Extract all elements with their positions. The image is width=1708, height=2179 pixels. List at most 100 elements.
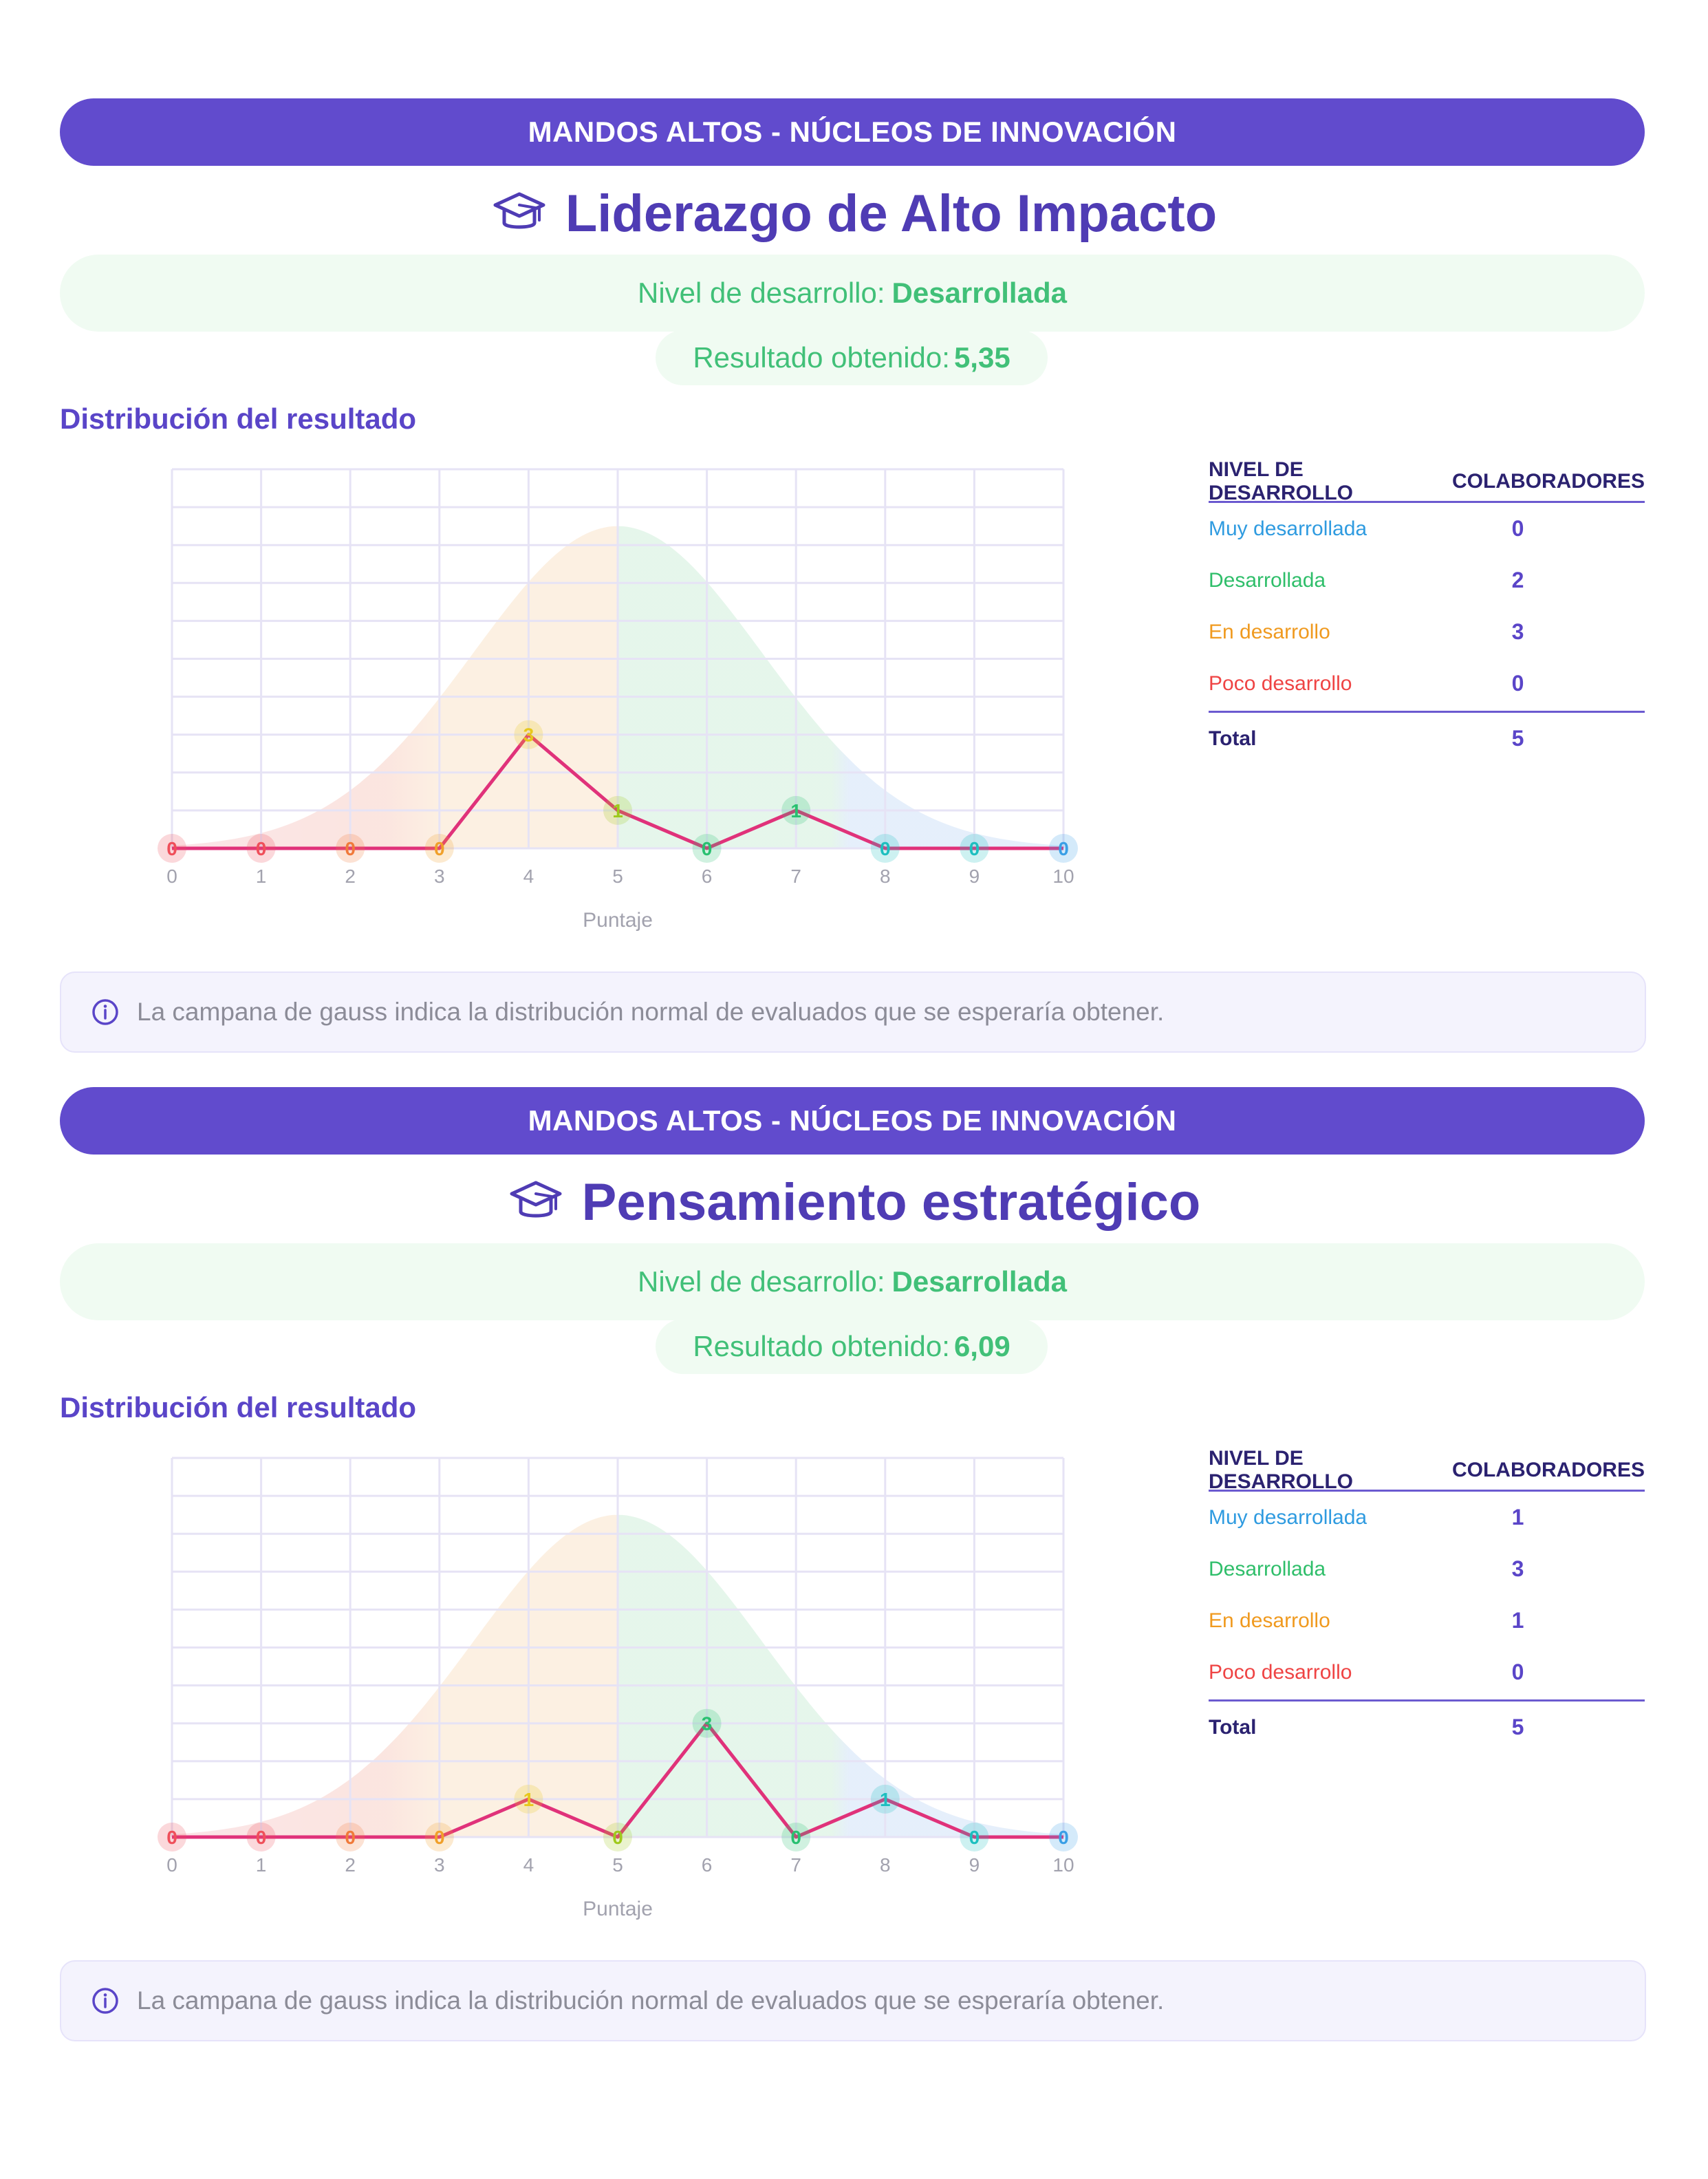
x-tick-label: 3 [434, 866, 445, 887]
table-row: En desarrollo 1 [1209, 1595, 1645, 1646]
x-tick-label: 5 [612, 866, 623, 887]
total-value: 5 [1511, 726, 1524, 751]
x-tick-label: 7 [790, 1854, 801, 1876]
x-tick-label: 6 [702, 866, 713, 887]
x-tick-label: 0 [166, 1854, 177, 1876]
data-point [158, 1823, 186, 1851]
row-label: En desarrollo [1209, 620, 1330, 643]
data-label: 0 [969, 1827, 980, 1848]
x-axis-label: Puntaje [583, 1898, 653, 1920]
result-label: Resultado obtenido: [693, 341, 950, 374]
competency-section: MANDOS ALTOS - NÚCLEOS DE INNOVACIÓN Lid… [0, 0, 1708, 1053]
data-label: 0 [256, 838, 267, 859]
row-value: 0 [1511, 1660, 1524, 1684]
section-banner: MANDOS ALTOS - NÚCLEOS DE INNOVACIÓN [60, 98, 1645, 166]
competency-title-text: Liderazgo de Alto Impacto [565, 184, 1218, 243]
x-tick-label: 9 [969, 866, 980, 887]
row-value: 3 [1511, 619, 1524, 644]
data-point [603, 795, 632, 825]
total-label: Total [1209, 727, 1257, 750]
row-label: Muy desarrollada [1209, 517, 1368, 540]
table-row: En desarrollo 3 [1209, 606, 1645, 658]
data-point [1049, 1823, 1078, 1851]
x-tick-label: 7 [790, 866, 801, 887]
x-tick-label: 1 [256, 1854, 267, 1876]
graduation-cap-icon [510, 1181, 562, 1218]
data-label: 0 [1058, 838, 1069, 859]
series-line [172, 733, 1063, 850]
data-label: 0 [434, 1827, 445, 1848]
level-pill: Nivel de desarrollo: Desarrollada [60, 1243, 1645, 1320]
level-value: Desarrollada [891, 277, 1067, 309]
level-label: Nivel de desarrollo: [638, 1265, 885, 1298]
data-label: 1 [790, 800, 801, 822]
row-label: Muy desarrollada [1209, 1505, 1368, 1529]
result-pill: Resultado obtenido: 6,09 [656, 1319, 1048, 1374]
data-label: 0 [345, 1827, 356, 1848]
header-count: COLABORADORES [1451, 470, 1645, 493]
total-label: Total [1209, 1715, 1257, 1739]
x-axis-label: Puntaje [583, 909, 653, 932]
x-tick-label: 3 [434, 1854, 445, 1876]
data-point [246, 1823, 276, 1851]
data-point [514, 720, 543, 749]
distribution-title: Distribución del resultado [60, 1391, 417, 1424]
chart-grid [171, 468, 1065, 850]
data-point [870, 1784, 900, 1814]
info-icon [92, 1988, 118, 2014]
level-label: Nivel de desarrollo: [638, 277, 885, 309]
data-point [424, 1823, 454, 1851]
data-point [960, 834, 989, 863]
data-label: 0 [969, 838, 980, 859]
row-value: 3 [1511, 1556, 1524, 1581]
row-value: 1 [1511, 1608, 1524, 1633]
header-level: NIVEL DE DESARROLLO [1209, 1447, 1353, 1493]
graduation-cap-icon [493, 192, 545, 229]
data-point [336, 1823, 365, 1851]
row-label: Desarrollada [1209, 1557, 1326, 1580]
table-row: Muy desarrollada 1 [1209, 1492, 1645, 1543]
data-point [692, 834, 722, 863]
x-tick-label: 10 [1052, 1854, 1074, 1876]
x-tick-label: 4 [523, 1854, 534, 1876]
table-divider [1209, 1699, 1645, 1702]
level-pill: Nivel de desarrollo: Desarrollada [60, 255, 1645, 332]
data-label: 0 [434, 838, 445, 859]
info-note: La campana de gauss indica la distribuci… [60, 972, 1646, 1053]
section-banner: MANDOS ALTOS - NÚCLEOS DE INNOVACIÓN [60, 1087, 1645, 1155]
x-tick-label: 1 [256, 866, 267, 887]
table-row: Poco desarrollo 0 [1209, 658, 1645, 709]
table-total-row: Total 5 [1209, 1702, 1645, 1753]
data-point [870, 834, 900, 863]
level-table: NIVEL DE DESARROLLO COLABORADORES Muy de… [1209, 1447, 1645, 1753]
competency-title: Liderazgo de Alto Impacto [0, 175, 1708, 251]
table-row: Desarrollada 3 [1209, 1543, 1645, 1595]
x-tick-label: 2 [345, 1854, 356, 1876]
result-value: 5,35 [953, 341, 1010, 374]
chart-grid [171, 1457, 1065, 1838]
x-tick-label: 2 [345, 866, 356, 887]
distribution-title: Distribución del resultado [60, 402, 417, 435]
table-row: Desarrollada 2 [1209, 555, 1645, 606]
data-point [336, 834, 365, 863]
x-tick-label: 0 [166, 866, 177, 887]
data-point [514, 1784, 543, 1814]
data-point [246, 834, 276, 863]
series-line [172, 1721, 1063, 1839]
data-label: 0 [702, 838, 713, 859]
row-value: 0 [1511, 671, 1524, 696]
info-note-text: La campana de gauss indica la distribuci… [137, 1986, 1165, 2015]
data-label: 0 [166, 838, 177, 859]
info-note-text: La campana de gauss indica la distribuci… [137, 998, 1165, 1026]
table-header: NIVEL DE DESARROLLO COLABORADORES [1209, 1447, 1645, 1493]
x-tick-label: 6 [702, 1854, 713, 1876]
data-point [781, 795, 811, 825]
data-label: 1 [880, 1789, 891, 1810]
header-level: NIVEL DE DESARROLLO [1209, 458, 1353, 504]
row-value: 0 [1511, 516, 1524, 541]
competency-title: Pensamiento estratégico [0, 1164, 1708, 1240]
row-value: 2 [1511, 568, 1524, 592]
data-point [781, 1823, 811, 1851]
